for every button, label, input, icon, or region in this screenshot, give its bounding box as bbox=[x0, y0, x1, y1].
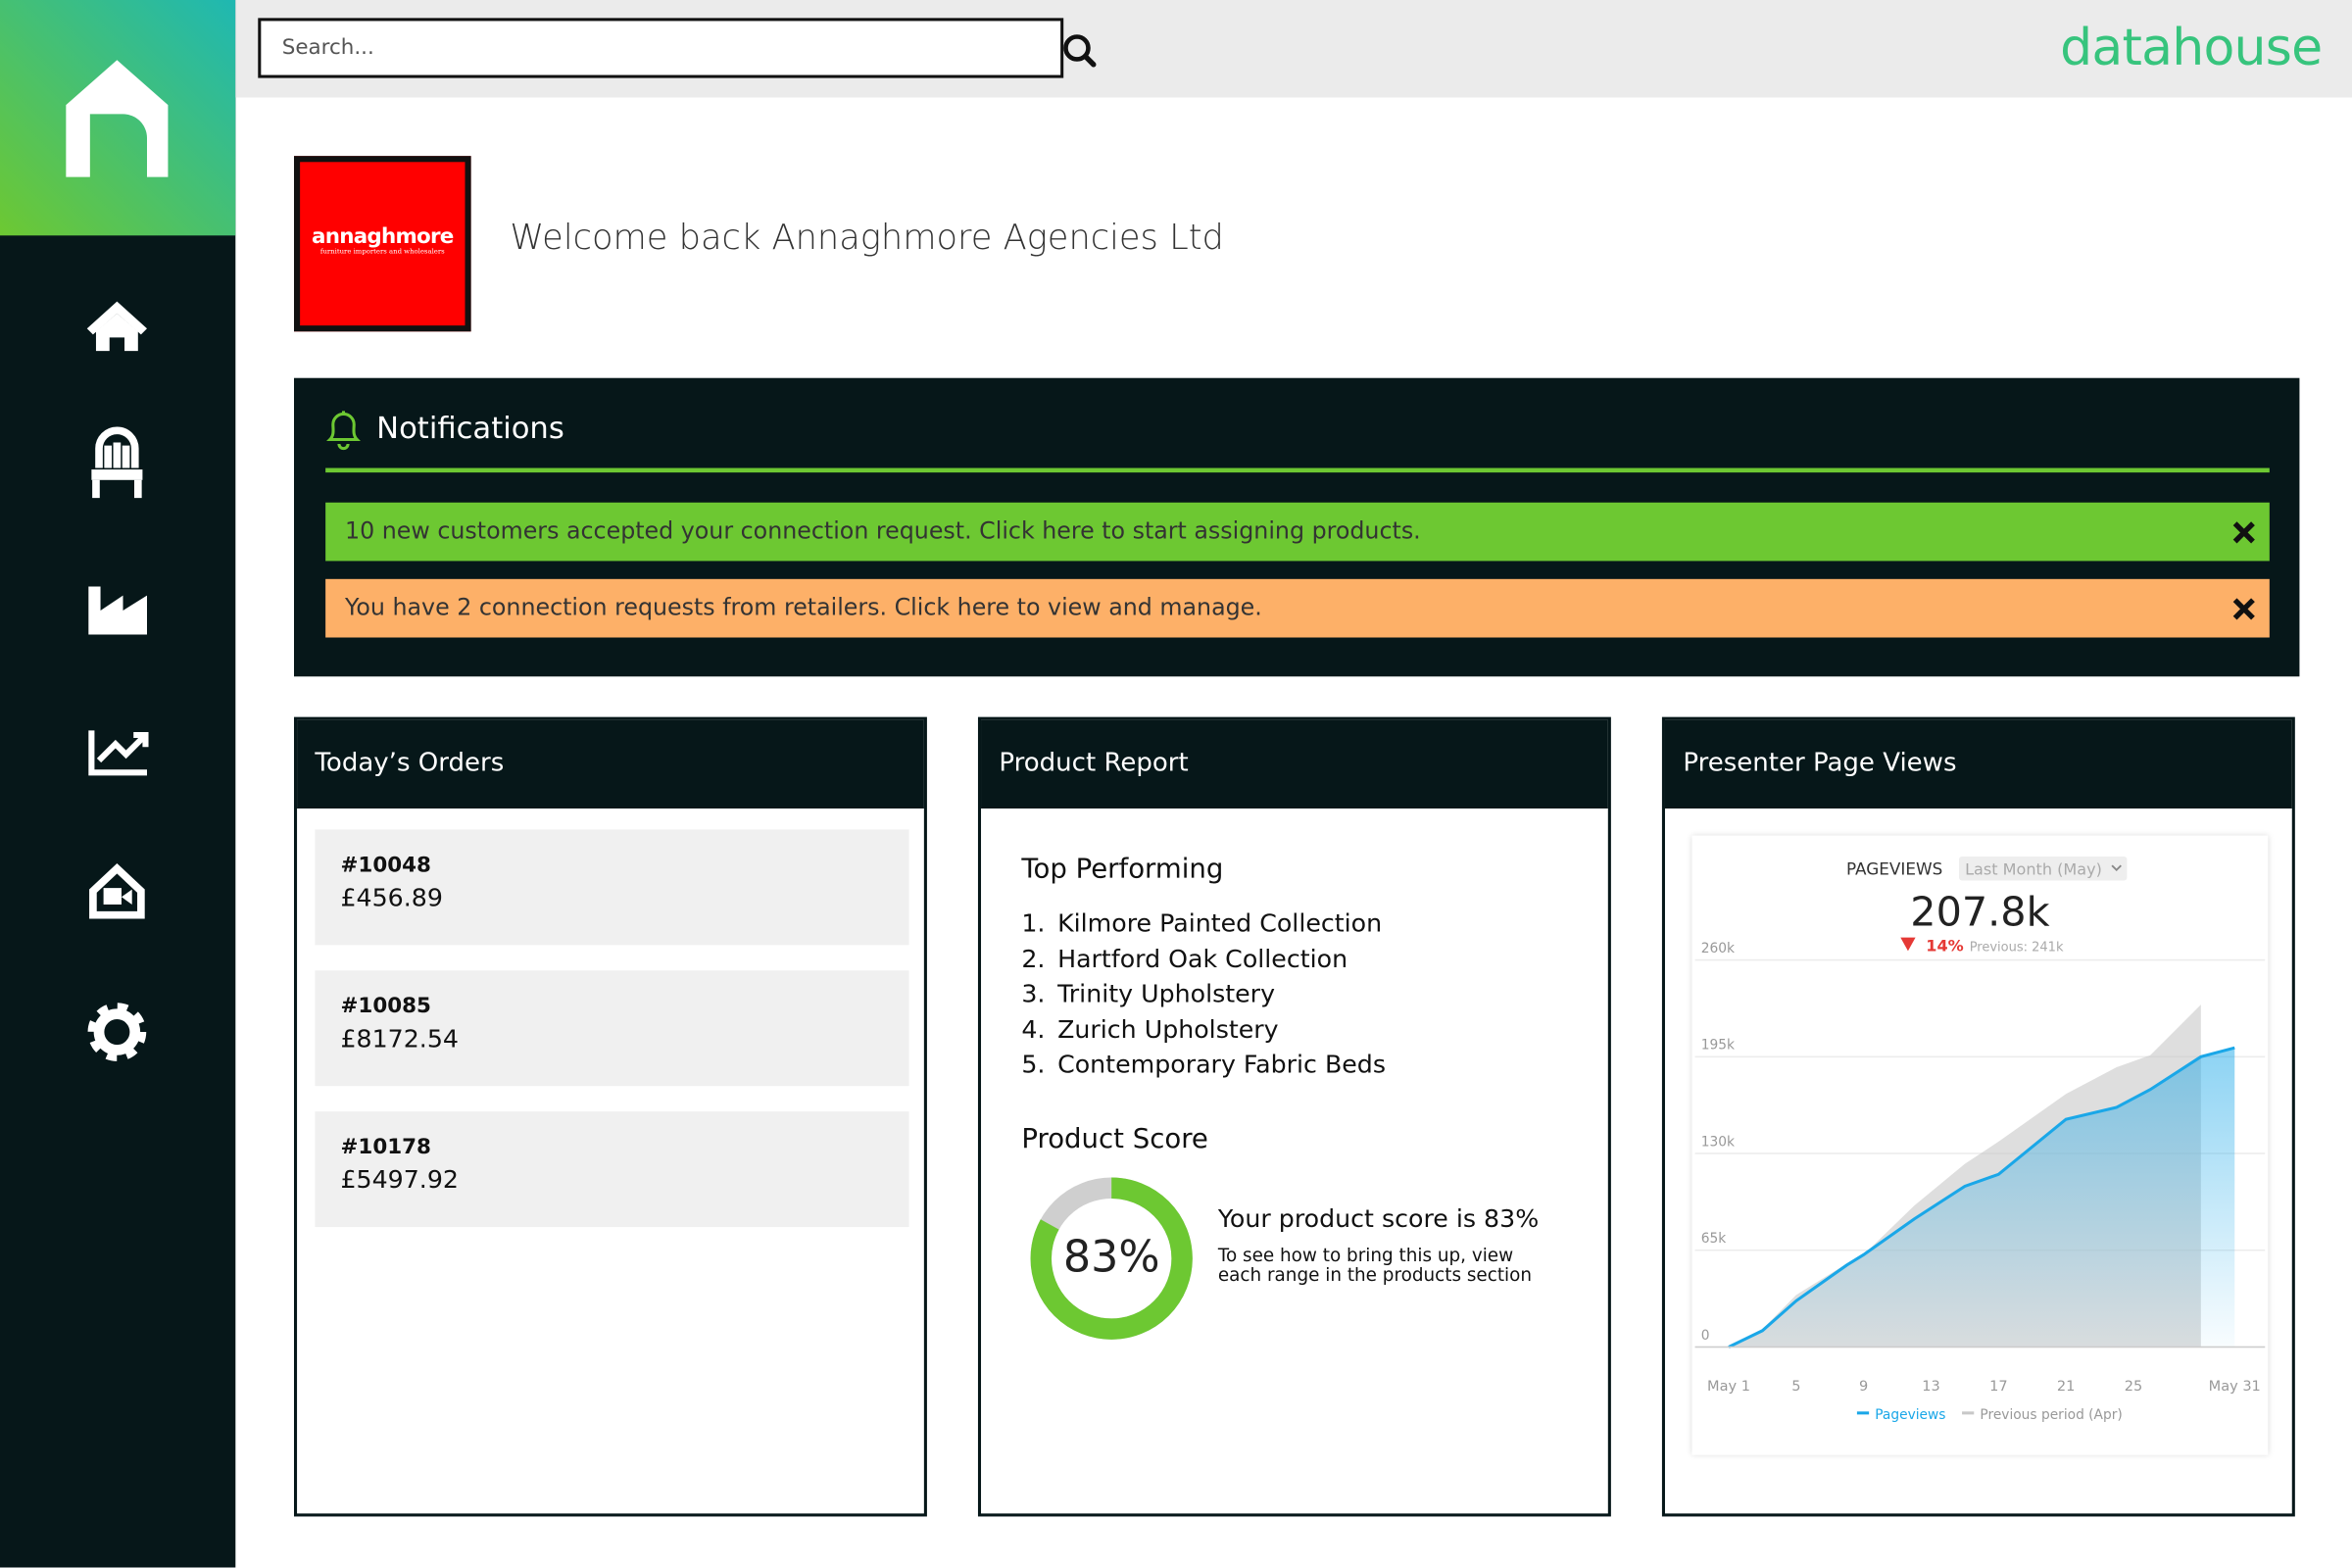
nav-products[interactable] bbox=[91, 426, 143, 499]
list-number: 1. bbox=[1021, 908, 1046, 938]
legend-label: Pageviews bbox=[1875, 1407, 1945, 1423]
series-line bbox=[1728, 1046, 2235, 1348]
previous-value: Previous: 241k bbox=[1970, 940, 2064, 955]
logo-name: annaghmore bbox=[312, 224, 454, 250]
bell-icon bbox=[326, 411, 361, 451]
order-amount: £5497.92 bbox=[340, 1165, 459, 1195]
top-heading: Top Performing bbox=[1021, 853, 1224, 886]
list-item: Contemporary Fabric Beds bbox=[1057, 1051, 1386, 1080]
notification[interactable]: You have 2 connection requests from reta… bbox=[325, 578, 2270, 638]
list-number: 2. bbox=[1021, 944, 1046, 973]
order-id: #10178 bbox=[340, 1135, 431, 1160]
nav-showroom[interactable] bbox=[89, 862, 145, 919]
legend-label: Previous period (Apr) bbox=[1980, 1407, 2122, 1423]
sidebar bbox=[0, 0, 236, 1568]
score-donut: 83% bbox=[1030, 1177, 1193, 1340]
score-note: To see how to bring this up, view each r… bbox=[1217, 1245, 1533, 1286]
order-card[interactable]: #10085 £8172.54 bbox=[315, 970, 909, 1087]
list-number: 3. bbox=[1021, 979, 1046, 1008]
logo-tagline: furniture importers and wholesalers bbox=[319, 249, 445, 257]
change-value: 14% bbox=[1926, 936, 1963, 955]
order-id: #10048 bbox=[340, 853, 431, 878]
y-tick-label: 0 bbox=[1701, 1328, 1710, 1344]
score-heading: Product Score bbox=[1021, 1123, 1208, 1155]
nav-icons bbox=[86, 301, 149, 1061]
divider bbox=[325, 467, 2270, 473]
nav-settings[interactable] bbox=[87, 1003, 147, 1061]
chart-title: PAGEVIEWS bbox=[1846, 858, 1942, 878]
home-logo[interactable] bbox=[0, 0, 236, 236]
list-item: Trinity Upholstery bbox=[1057, 979, 1276, 1008]
x-tick-label: May 1 bbox=[1707, 1379, 1750, 1395]
score-text: Your product score is 83% bbox=[1217, 1204, 1540, 1234]
y-tick-label: 195k bbox=[1701, 1038, 1735, 1054]
brand-name: datahouse bbox=[2060, 18, 2323, 78]
list-number: 5. bbox=[1021, 1051, 1046, 1080]
y-tick-label: 260k bbox=[1701, 941, 1735, 956]
order-card[interactable]: #10178 £5497.92 bbox=[315, 1111, 909, 1228]
x-tick-label: 9 bbox=[1859, 1379, 1868, 1395]
period-label: Last Month (May) bbox=[1965, 859, 2102, 878]
close-button[interactable] bbox=[2229, 594, 2259, 624]
x-tick-label: 13 bbox=[1922, 1379, 1940, 1395]
nav-suppliers[interactable] bbox=[88, 586, 147, 635]
notification[interactable]: 10 new customers accepted your connectio… bbox=[325, 502, 2270, 562]
orders-panel: Today’s Orders #10048 £456.89 #10085 £8172.… bbox=[293, 716, 927, 1517]
period-dropdown[interactable] bbox=[1958, 856, 2128, 881]
order-amount: £456.89 bbox=[340, 883, 443, 912]
panel-title: Product Report bbox=[981, 719, 1608, 808]
close-button[interactable] bbox=[2229, 517, 2259, 548]
logo-icon bbox=[66, 60, 169, 177]
list-item: Hartford Oak Collection bbox=[1057, 944, 1348, 973]
dropdown-chevron bbox=[2111, 864, 2122, 872]
order-amount: £8172.54 bbox=[340, 1024, 459, 1054]
x-tick-label: 21 bbox=[2057, 1379, 2076, 1395]
list-item: Zurich Upholstery bbox=[1057, 1014, 1279, 1044]
company-logo: annaghmore furniture importers and whole… bbox=[293, 156, 471, 332]
welcome-text: Welcome back Annaghmore Agencies Ltd bbox=[510, 219, 1224, 259]
list-number: 4. bbox=[1021, 1014, 1046, 1044]
donut-value bbox=[1030, 1177, 1193, 1340]
notifications-title: Notifications bbox=[376, 409, 564, 446]
order-card[interactable]: #10048 £456.89 bbox=[315, 829, 909, 946]
series-area bbox=[1729, 1048, 2235, 1348]
panel-title: Presenter Page Views bbox=[1664, 719, 2292, 808]
score-label: 83% bbox=[1063, 1233, 1160, 1283]
down-arrow bbox=[1900, 937, 1916, 952]
x-tick-label: 17 bbox=[1989, 1379, 2008, 1395]
panel-title: Today’s Orders bbox=[297, 719, 924, 808]
list-item: Kilmore Painted Collection bbox=[1057, 908, 1383, 938]
x-tick-label: 5 bbox=[1791, 1379, 1800, 1395]
search-button[interactable] bbox=[1059, 30, 1102, 73]
x-tick-label: 25 bbox=[2125, 1379, 2143, 1395]
y-tick-label: 130k bbox=[1701, 1134, 1735, 1150]
nav-analytics[interactable] bbox=[88, 730, 149, 776]
search-input[interactable]: Search... bbox=[258, 18, 1064, 78]
y-tick-label: 65k bbox=[1701, 1231, 1727, 1247]
total-value: 207.8k bbox=[1910, 888, 2049, 935]
order-id: #10085 bbox=[340, 994, 431, 1019]
nav-home[interactable] bbox=[86, 301, 147, 352]
product-report-panel: Product Report Top Performing Product Sc… bbox=[977, 716, 1611, 1517]
x-tick-label: May 31 bbox=[2209, 1379, 2261, 1395]
